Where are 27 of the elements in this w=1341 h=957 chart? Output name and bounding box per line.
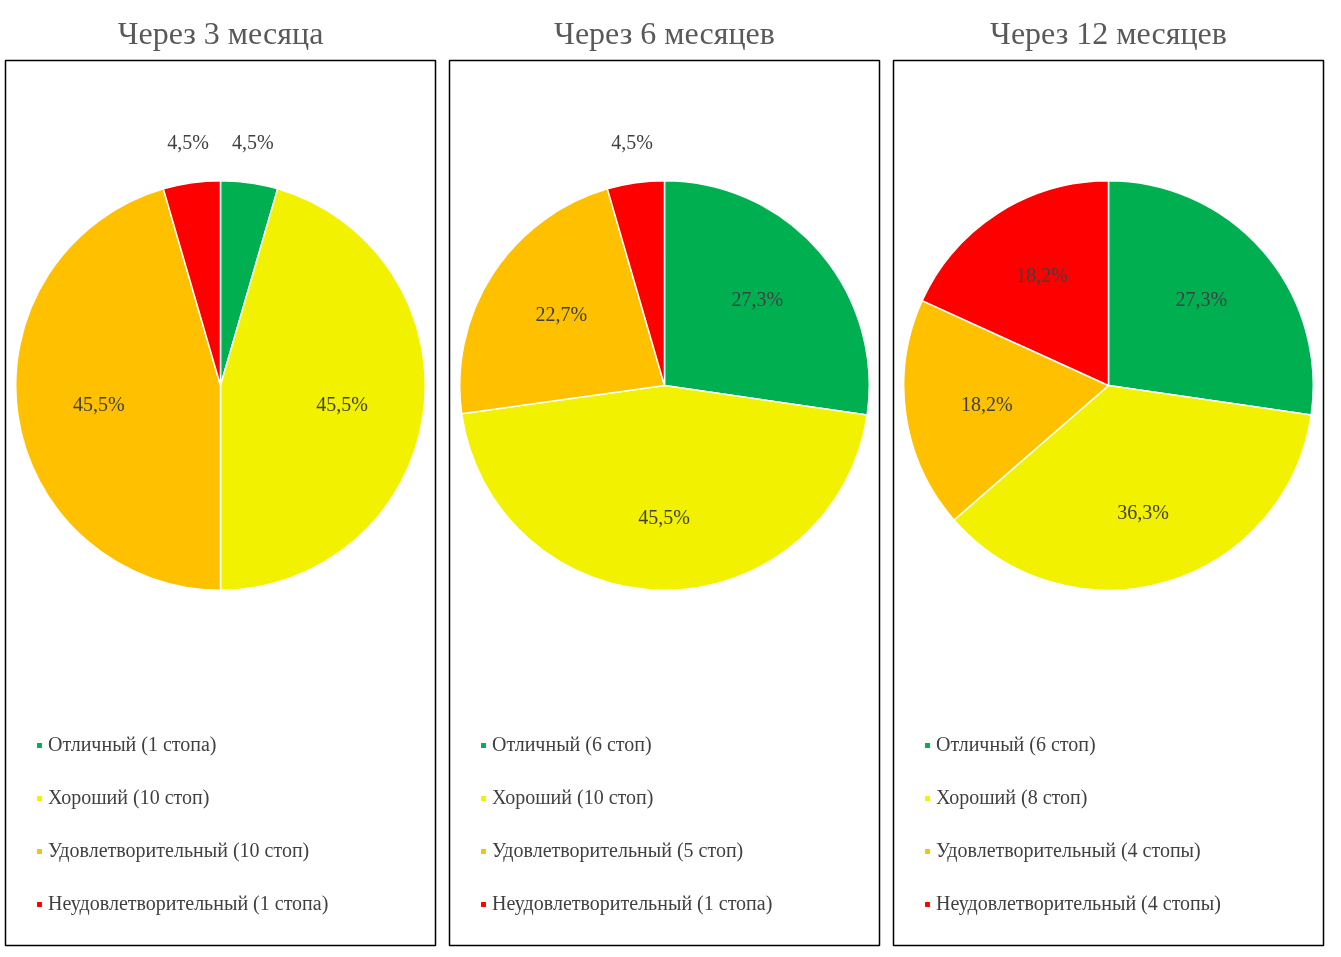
data-label: 18,2% (1016, 263, 1068, 286)
legend-label: Хороший (10 стоп) (48, 786, 210, 809)
legend-label: Неудовлетворительный (1 стопа) (492, 892, 773, 915)
legend-label: Удовлетворительный (4 стопы) (936, 839, 1201, 862)
legend-label: Хороший (8 стоп) (936, 786, 1088, 809)
legend-label: Отличный (6 стоп) (492, 733, 652, 756)
data-label: 18,2% (961, 393, 1013, 416)
chart-title: Через 3 месяца (117, 14, 324, 51)
legend-label: Отличный (1 стопа) (48, 733, 217, 756)
data-label: 27,3% (1175, 288, 1228, 311)
data-label: 45,5% (316, 393, 368, 416)
legend-label: Неудовлетворительный (4 стопы) (936, 892, 1221, 915)
data-label: 36,3% (1117, 500, 1169, 523)
data-label: 45,5% (73, 393, 125, 416)
chart-title: Через 6 месяцев (554, 14, 775, 51)
legend-label: Неудовлетворительный (1 стопа) (48, 892, 329, 915)
legend-label: Удовлетворительный (10 стоп) (48, 839, 310, 862)
data-label: 4,5% (611, 131, 654, 154)
data-label: 4,5% (167, 131, 210, 154)
data-label: 22,7% (535, 302, 588, 325)
legend-label: Хороший (10 стоп) (492, 786, 654, 809)
data-label: 45,5% (638, 506, 690, 529)
data-label: 4,5% (231, 131, 274, 154)
data-label: 27,3% (731, 288, 784, 311)
legend-label: Отличный (6 стоп) (936, 733, 1096, 756)
legend-label: Удовлетворительный (5 стоп) (492, 839, 744, 862)
chart-title: Через 12 месяцев (990, 14, 1227, 51)
